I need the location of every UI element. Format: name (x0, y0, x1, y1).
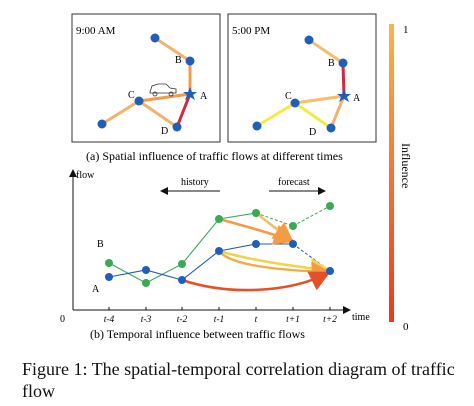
label-b: B (175, 55, 182, 66)
tick-label: t+2 (323, 315, 337, 325)
colorbar-gradient (389, 24, 394, 322)
node-left (252, 121, 262, 131)
series-a-point (105, 273, 113, 281)
figure-caption: Figure 1: The spatial-temporal correlati… (22, 359, 455, 401)
caption-b: (b) Temporal influence between traffic f… (90, 327, 305, 341)
series-b-forecast-1 (255, 212, 294, 227)
series-b-line (108, 212, 294, 284)
colorbar-title: Influence (399, 143, 413, 188)
forecast-label: forecast (278, 177, 310, 188)
node-d (326, 123, 336, 133)
spatial-panel-right: 5:00 PM B A C D (227, 13, 377, 143)
node-top (304, 35, 314, 45)
edge-left-c (101, 99, 140, 126)
tick-label: t-1 (214, 315, 225, 325)
series-b-point (178, 260, 186, 268)
colorbar-min: 0 (403, 321, 409, 333)
spatial-panel-left: 9:00 AM B A C D (71, 13, 221, 143)
panel-right-time: 5:00 PM (232, 25, 270, 37)
colorbar-max: 1 (403, 24, 409, 36)
label-c: C (128, 90, 135, 101)
influence-arrow-red (181, 271, 331, 292)
edge-left-c (256, 101, 296, 128)
series-a-forecast (292, 243, 331, 272)
influence-arrow-orange-3 (218, 250, 331, 282)
node-a-star-icon (183, 87, 197, 100)
panel-left-time: 9:00 AM (76, 25, 116, 37)
node-top (150, 33, 160, 43)
series-b-point (105, 259, 113, 267)
series-a-point (326, 267, 334, 275)
node-c (134, 96, 144, 106)
car-icon (149, 83, 177, 97)
label-a: A (200, 91, 208, 102)
label-d: D (161, 126, 168, 137)
edge-a-d (329, 95, 346, 129)
series-b-point (215, 215, 223, 223)
series-a-point (178, 276, 186, 284)
tick-label: t-3 (141, 315, 152, 325)
series-b-point (289, 222, 297, 230)
tick-label: t-2 (177, 315, 188, 325)
node-b (338, 58, 348, 68)
panel-left-frame (71, 13, 221, 143)
node-left (97, 119, 107, 129)
history-label: history (181, 177, 209, 188)
y-axis-label: flow (76, 170, 95, 181)
series-a-point (215, 247, 223, 255)
tick-label: t-4 (104, 315, 115, 325)
edge-c-d (294, 101, 332, 130)
series-a-point (252, 240, 260, 248)
tick-label: t (255, 315, 258, 325)
series-a-line (108, 243, 293, 281)
edge-top-b (154, 36, 191, 63)
series-b-forecast-2 (292, 205, 331, 227)
series-b-point (326, 202, 334, 210)
series-b-point (252, 209, 260, 217)
caption-a: (a) Spatial influence of traffic flows a… (86, 149, 343, 163)
label-d: D (309, 127, 316, 138)
tick-label: t+1 (286, 315, 300, 325)
node-a-star-icon (337, 89, 351, 102)
origin-label: 0 (60, 314, 65, 325)
node-b (185, 56, 195, 66)
series-b-label: B (97, 239, 104, 250)
label-c: C (285, 91, 292, 102)
label-a: A (353, 93, 361, 104)
x-axis-label: time (352, 312, 370, 323)
series-a-point (142, 266, 150, 274)
edge-a-d (175, 93, 192, 128)
colorbar: 1 0 Influence (389, 24, 413, 333)
temporal-panel: flow time 0 t-4 t-3 t-2 t-1 t t+1 t+2 hi… (60, 169, 370, 325)
panel-right-frame (227, 13, 377, 143)
node-c (290, 98, 300, 108)
edge-c-d (138, 99, 178, 129)
node-d (172, 122, 182, 132)
influence-arrow-orange-2 (255, 211, 295, 244)
edge-c-a (294, 94, 345, 105)
label-b: B (328, 58, 335, 69)
series-b-point (142, 279, 150, 287)
edge-top-b (308, 38, 344, 65)
series-a-label: A (92, 284, 100, 295)
series-a-point (289, 240, 297, 248)
edge-c-a (138, 92, 191, 103)
